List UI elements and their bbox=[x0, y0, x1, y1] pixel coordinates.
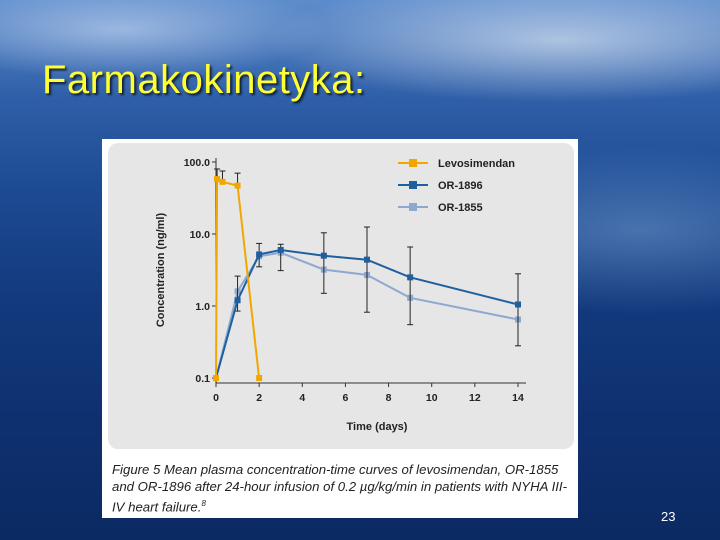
slide-title: Farmakokinetyka: bbox=[42, 58, 366, 102]
x-tick-label: 8 bbox=[386, 392, 392, 404]
x-tick-label: 0 bbox=[213, 392, 219, 404]
y-tick-label: 100.0 bbox=[184, 157, 210, 169]
page-number: 23 bbox=[661, 509, 676, 524]
data-point-or-1896 bbox=[320, 252, 327, 259]
chart-area: 0.1 1.0 10.0 100.0 0 2 4 6 8 10 12 14 Time (days) Con… bbox=[108, 143, 574, 449]
legend-marker bbox=[409, 159, 417, 167]
y-tick-label: 0.1 bbox=[195, 373, 210, 385]
legend-label: Levosimendan bbox=[438, 158, 515, 170]
data-point-levosimendan bbox=[214, 176, 221, 183]
data-point-levosimendan bbox=[234, 182, 241, 189]
data-point-or-1896 bbox=[256, 251, 263, 258]
data-point-or-1896 bbox=[407, 274, 414, 281]
x-tick-label: 10 bbox=[426, 392, 438, 404]
legend-marker bbox=[409, 203, 417, 211]
figure-caption-text: Figure 5 Mean plasma concentration-time … bbox=[112, 462, 567, 515]
legend-marker bbox=[409, 181, 417, 189]
data-point-or-1896 bbox=[277, 246, 284, 253]
data-point-levosimendan bbox=[256, 375, 263, 381]
x-tick-label: 6 bbox=[343, 392, 349, 404]
data-point-or-1896 bbox=[234, 297, 241, 304]
data-point-or-1896 bbox=[364, 256, 370, 263]
x-tick-label: 2 bbox=[256, 392, 262, 404]
series-line-or-1896 bbox=[215, 248, 519, 379]
legend-label: OR-1896 bbox=[438, 180, 483, 192]
data-point-levosimendan bbox=[213, 375, 219, 381]
data-point-or-1896 bbox=[515, 301, 521, 308]
x-tick-label: 12 bbox=[469, 392, 481, 404]
x-axis-label: Time (days) bbox=[347, 421, 408, 433]
pk-line-chart: 0.1 1.0 10.0 100.0 0 2 4 6 8 10 12 14 Time (days) Con… bbox=[155, 157, 526, 433]
legend-label: OR-1855 bbox=[438, 202, 483, 214]
x-tick-label: 14 bbox=[512, 392, 524, 404]
figure-panel: 0.1 1.0 10.0 100.0 0 2 4 6 8 10 12 14 Time (days) Con… bbox=[102, 139, 578, 518]
figure-caption: Figure 5 Mean plasma concentration-time … bbox=[112, 461, 572, 515]
y-axis-label: Concentration (ng/ml) bbox=[155, 213, 167, 328]
y-tick-label: 10.0 bbox=[190, 229, 211, 241]
figure-caption-ref: 8 bbox=[201, 499, 206, 508]
x-tick-label: 4 bbox=[299, 392, 305, 404]
data-point-levosimendan bbox=[219, 178, 226, 185]
y-tick-label: 1.0 bbox=[195, 301, 210, 313]
series-line-or-1855 bbox=[215, 251, 519, 379]
